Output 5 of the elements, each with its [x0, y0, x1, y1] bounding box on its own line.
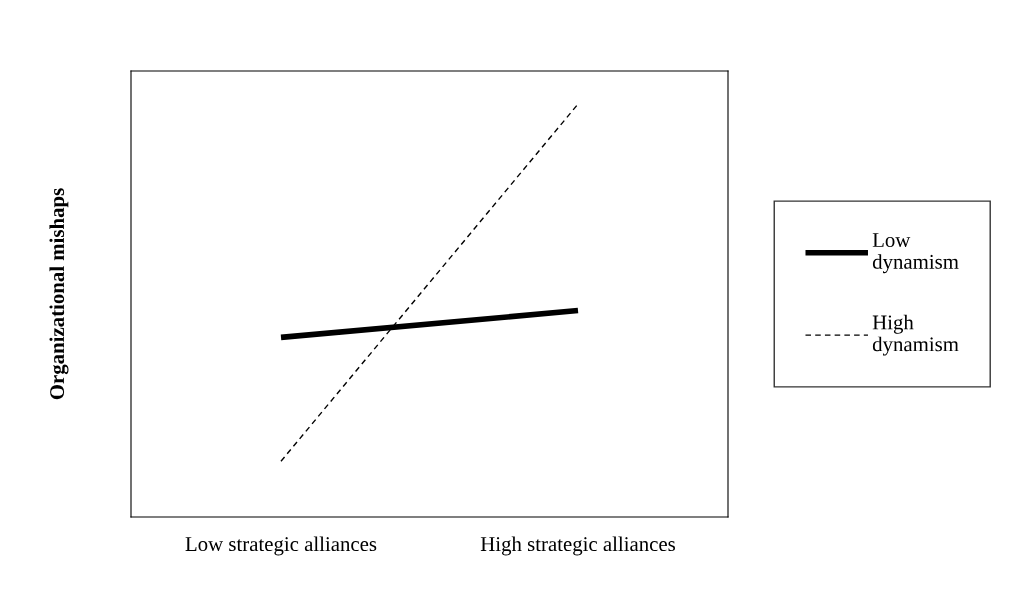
legend-label: Low dynamism — [872, 233, 959, 274]
legend-label: High dynamism — [872, 314, 959, 356]
y-axis-title: Organizational mishaps — [49, 188, 69, 400]
x-tick-label: Low strategic alliances — [185, 536, 377, 556]
x-tick-label: High strategic alliances — [480, 536, 676, 556]
